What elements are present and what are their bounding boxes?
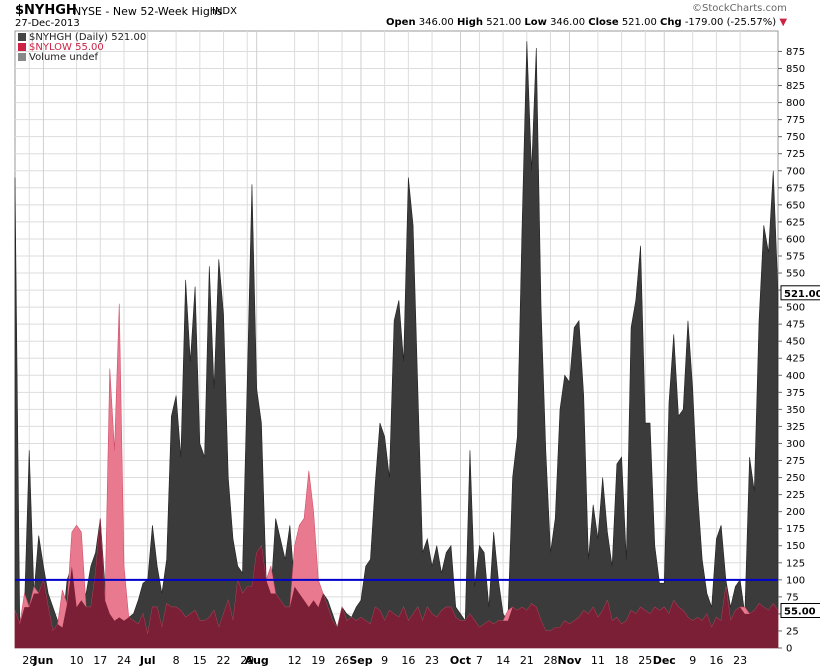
- legend-label: $NYLOW 55.00: [29, 42, 104, 53]
- x-tick-label: Jun: [33, 654, 54, 667]
- x-tick-label: 28: [22, 654, 36, 667]
- y-tick-label: 250: [786, 473, 805, 484]
- legend-swatch: [18, 53, 26, 61]
- y-tick-label: 200: [786, 507, 805, 518]
- x-tick-label: 9: [689, 654, 696, 667]
- y-tick-label: 800: [786, 98, 805, 109]
- y-tick-label: 150: [786, 541, 805, 552]
- high-label: High: [456, 17, 484, 28]
- chg-value: -179.00 (-25.57%): [684, 17, 777, 28]
- x-tick-label: 8: [173, 654, 180, 667]
- low-label: Low: [524, 17, 547, 28]
- y-tick-label: 450: [786, 337, 805, 348]
- x-tick-label: 12: [288, 654, 302, 667]
- low-value: 346.00: [550, 17, 586, 28]
- y-tick-label: 100: [786, 575, 805, 586]
- series-layer: [14, 41, 779, 649]
- y-tick-label: 600: [786, 234, 805, 245]
- y-tick-label: 350: [786, 405, 805, 416]
- y-tick-label: 650: [786, 200, 805, 211]
- y-tick-label: 725: [786, 149, 805, 160]
- legend-swatch: [18, 43, 26, 51]
- last-value-box: [780, 603, 820, 619]
- y-tick-label: 375: [786, 388, 805, 399]
- x-tick-label: 9: [381, 654, 388, 667]
- y-tick-label: 425: [786, 354, 805, 365]
- y-tick-label: 875: [786, 47, 805, 58]
- y-tick-label: 850: [786, 64, 805, 75]
- x-tick-label: Oct: [450, 654, 471, 667]
- x-tick-label: Sep: [349, 654, 372, 667]
- axis-layer: 0255075100125150175200225250275300325350…: [22, 47, 820, 667]
- series-highs-area: [14, 41, 779, 649]
- x-tick-label: 24: [117, 654, 131, 667]
- y-tick-label: 825: [786, 81, 805, 92]
- y-tick-label: 225: [786, 490, 805, 501]
- x-tick-label: Jul: [139, 654, 156, 667]
- y-tick-label: 300: [786, 439, 805, 450]
- y-tick-label: 575: [786, 251, 805, 262]
- close-value: 521.00: [621, 17, 657, 28]
- y-tick-label: 75: [786, 592, 799, 603]
- y-tick-label: 475: [786, 320, 805, 331]
- x-tick-label: 26: [335, 654, 349, 667]
- y-tick-label: 550: [786, 269, 805, 280]
- legend-swatch: [18, 33, 26, 41]
- y-tick-label: 700: [786, 166, 805, 177]
- y-tick-label: 400: [786, 371, 805, 382]
- x-tick-label: 16: [401, 654, 415, 667]
- chg-label: Chg: [660, 17, 682, 28]
- x-tick-label: 17: [93, 654, 107, 667]
- y-tick-label: 625: [786, 217, 805, 228]
- y-tick-label: 675: [786, 183, 805, 194]
- y-tick-label: 750: [786, 132, 805, 143]
- x-tick-label: 22: [217, 654, 231, 667]
- symbol-label: $NYHGH: [15, 3, 77, 18]
- x-tick-label: Aug: [245, 654, 269, 667]
- x-tick-label: 16: [709, 654, 723, 667]
- x-tick-label: 25: [638, 654, 652, 667]
- y-tick-label: 275: [786, 456, 805, 467]
- x-tick-label: 23: [425, 654, 439, 667]
- down-arrow-icon: ▼: [779, 17, 788, 28]
- x-tick-label: 29: [240, 654, 254, 667]
- x-tick-label: 10: [70, 654, 84, 667]
- legend-label: Volume undef: [29, 52, 99, 63]
- open-value: 346.00: [418, 17, 454, 28]
- legend-label: $NYHGH (Daily) 521.00: [29, 32, 146, 43]
- x-tick-label: 23: [733, 654, 747, 667]
- x-tick-label: Dec: [653, 654, 676, 667]
- x-tick-label: 7: [476, 654, 483, 667]
- brand-label: ©StockCharts.com: [692, 3, 787, 14]
- x-tick-label: 28: [544, 654, 558, 667]
- y-tick-label: 500: [786, 303, 805, 314]
- high-value: 521.00: [486, 17, 522, 28]
- x-tick-label: 21: [520, 654, 534, 667]
- y-tick-label: 0: [786, 644, 792, 655]
- y-tick-label: 175: [786, 524, 805, 535]
- last-value-box: [780, 285, 820, 301]
- x-tick-label: 11: [591, 654, 605, 667]
- x-tick-label: 14: [496, 654, 510, 667]
- legend: $NYHGH (Daily) 521.00$NYLOW 55.00Volume …: [18, 32, 146, 63]
- close-label: Close: [588, 17, 619, 28]
- x-tick-label: 15: [193, 654, 207, 667]
- x-tick-label: 18: [615, 654, 629, 667]
- x-tick-label: Nov: [558, 654, 583, 667]
- ohlc-readout: Open 346.00 High 521.00 Low 346.00 Close…: [386, 17, 787, 28]
- chart-header: $NYHGH NYSE - New 52-Week Highs INDX 27-…: [0, 0, 820, 31]
- last-value-label: 521.00: [784, 289, 820, 300]
- y-tick-label: 25: [786, 626, 799, 637]
- x-tick-label: 19: [311, 654, 325, 667]
- description-label: NYSE - New 52-Week Highs: [73, 5, 223, 18]
- y-tick-label: 325: [786, 422, 805, 433]
- exchange-label: INDX: [212, 6, 237, 17]
- date-label: 27-Dec-2013: [15, 18, 80, 29]
- y-tick-label: 775: [786, 115, 805, 126]
- y-tick-label: 125: [786, 558, 805, 569]
- open-label: Open: [386, 17, 416, 28]
- series-overlap-area: [15, 518, 778, 648]
- last-value-label: 55.00: [784, 607, 816, 618]
